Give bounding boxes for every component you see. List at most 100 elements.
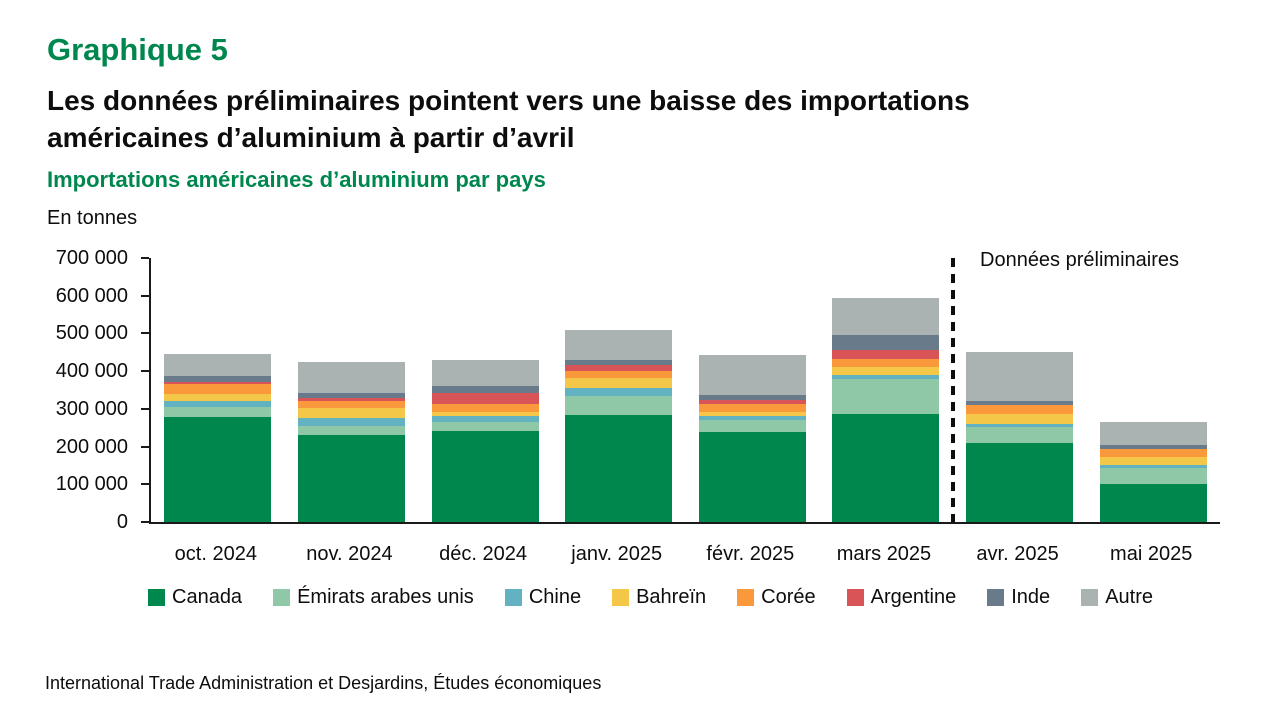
- segment-chine-mai-2025: [1099, 465, 1207, 468]
- y-tick-label-0: 0: [116, 511, 128, 533]
- legend-swatch-argentine: [846, 589, 864, 606]
- legend-swatch-autre: [1081, 589, 1099, 606]
- segment-bahrein-fevr-2025: [698, 412, 806, 416]
- y-tick-label-400000: 400 000: [55, 360, 128, 383]
- segment-canada-avr-2025: [966, 443, 1074, 522]
- legend-item-emirats-arabes-unis: Émirats arabes unis: [273, 586, 474, 609]
- segment-bahrein-mai-2025: [1099, 457, 1207, 466]
- segment-autre-fevr-2025: [698, 354, 806, 395]
- segment-chine-fevr-2025: [698, 415, 806, 420]
- y-tick-mark: [141, 407, 149, 410]
- segment-coree-fevr-2025: [698, 403, 806, 413]
- segment-emirats-arabes-unis-dec-2024: [431, 422, 539, 431]
- y-tick-label-300000: 300 000: [55, 397, 128, 420]
- chart-legend: Canada Émirats arabes unis Chine Bahreïn Cor…: [148, 586, 1238, 609]
- legend-item-bahrein: Bahreïn: [612, 586, 706, 609]
- segment-bahrein-mars-2025: [832, 367, 940, 376]
- segment-inde-mai-2025: [1099, 444, 1207, 449]
- bar-dec-2024: [431, 258, 539, 522]
- segment-autre-mai-2025: [1099, 422, 1207, 445]
- segment-coree-nov-2024: [297, 401, 405, 409]
- segment-bahrein-dec-2024: [431, 411, 539, 417]
- y-tick-label-500000: 500 000: [55, 322, 128, 345]
- legend-label-bahrein: Bahreïn: [636, 586, 707, 608]
- segment-canada-nov-2024: [297, 434, 405, 522]
- segment-argentine-dec-2024: [431, 393, 539, 404]
- segment-autre-oct-2024: [164, 354, 272, 377]
- segment-emirats-arabes-unis-nov-2024: [297, 425, 405, 435]
- legend-item-chine: Chine: [504, 586, 582, 609]
- legend-swatch-canada: [148, 589, 165, 606]
- segment-chine-oct-2024: [164, 401, 272, 408]
- segment-coree-janv-2025: [565, 370, 673, 379]
- segment-inde-oct-2024: [164, 376, 272, 383]
- y-tick-mark: [141, 483, 149, 486]
- y-tick-mark: [141, 332, 149, 335]
- y-tick-label-600000: 600 000: [55, 284, 128, 307]
- legend-swatch-coree: [737, 589, 755, 606]
- bar-oct-2024: [164, 258, 272, 522]
- segment-inde-fevr-2025: [698, 394, 806, 400]
- segment-inde-avr-2025: [966, 400, 1074, 406]
- segment-emirats-arabes-unis-fevr-2025: [698, 419, 806, 432]
- preliminary-divider-line: [950, 258, 955, 522]
- y-tick-label-100000: 100 000: [55, 473, 128, 496]
- legend-swatch-chine: [504, 589, 522, 606]
- segment-canada-janv-2025: [565, 414, 673, 522]
- legend-item-autre: Autre: [1081, 586, 1153, 609]
- plot-area: [149, 258, 1220, 524]
- legend-label-autre: Autre: [1105, 586, 1153, 608]
- bar-nov-2024: [297, 258, 405, 522]
- segment-inde-nov-2024: [297, 393, 405, 398]
- y-tick-mark: [141, 445, 149, 448]
- segment-autre-mars-2025: [832, 297, 940, 335]
- chart-subtitle: Importations américaines d’aluminium par…: [47, 167, 546, 192]
- segment-inde-dec-2024: [431, 385, 539, 394]
- y-tick-mark: [141, 370, 149, 373]
- y-axis-unit-label: En tonnes: [47, 207, 138, 229]
- y-tick-mark: [141, 257, 149, 259]
- x-tick-label-janv-2025: janv. 2025: [571, 543, 663, 565]
- bar-janv-2025: [565, 258, 673, 522]
- source-note: International Trade Administration et De…: [45, 673, 602, 693]
- segment-canada-mai-2025: [1099, 484, 1207, 522]
- segment-chine-nov-2024: [297, 418, 405, 426]
- segment-coree-avr-2025: [966, 405, 1074, 415]
- bar-mars-2025: [832, 258, 940, 522]
- chart-main-title: Les données préliminaires pointent vers …: [47, 82, 1147, 156]
- legend-item-coree: Corée: [737, 586, 816, 609]
- chart-kicker: Graphique 5: [47, 32, 228, 67]
- segment-bahrein-janv-2025: [565, 378, 673, 389]
- bar-fevr-2025: [698, 258, 806, 522]
- x-tick-label-nov-2024: nov. 2024: [306, 543, 393, 565]
- segment-chine-avr-2025: [966, 423, 1074, 427]
- legend-item-canada: Canada: [148, 586, 242, 609]
- segment-bahrein-oct-2024: [164, 393, 272, 402]
- legend-item-inde: Inde: [987, 586, 1050, 609]
- x-tick-label-mars-2025: mars 2025: [836, 543, 932, 565]
- segment-coree-mars-2025: [832, 358, 940, 367]
- segment-canada-fevr-2025: [698, 431, 806, 522]
- segment-argentine-fevr-2025: [698, 399, 806, 404]
- legend-label-emirats-arabes-unis: Émirats arabes unis: [297, 586, 474, 608]
- segment-argentine-oct-2024: [164, 382, 272, 385]
- y-tick-mark: [141, 521, 149, 523]
- x-tick-label-avr-2025: avr. 2025: [976, 543, 1059, 565]
- legend-swatch-inde: [987, 589, 1005, 606]
- x-tick-label-mai-2025: mai 2025: [1110, 543, 1193, 565]
- segment-autre-nov-2024: [297, 362, 405, 394]
- x-tick-label-dec-2024: déc. 2024: [439, 543, 527, 565]
- segment-bahrein-avr-2025: [966, 414, 1074, 424]
- legend-label-chine: Chine: [528, 586, 582, 608]
- segment-canada-mars-2025: [832, 414, 940, 522]
- segment-argentine-janv-2025: [565, 365, 673, 371]
- segment-inde-mars-2025: [832, 334, 940, 351]
- segment-canada-dec-2024: [431, 430, 539, 522]
- segment-chine-dec-2024: [431, 416, 539, 423]
- segment-autre-avr-2025: [966, 352, 1074, 401]
- y-tick-label-200000: 200 000: [55, 435, 128, 458]
- x-tick-label-fevr-2025: févr. 2025: [706, 543, 795, 565]
- segment-argentine-nov-2024: [297, 397, 405, 402]
- segment-emirats-arabes-unis-avr-2025: [966, 426, 1074, 444]
